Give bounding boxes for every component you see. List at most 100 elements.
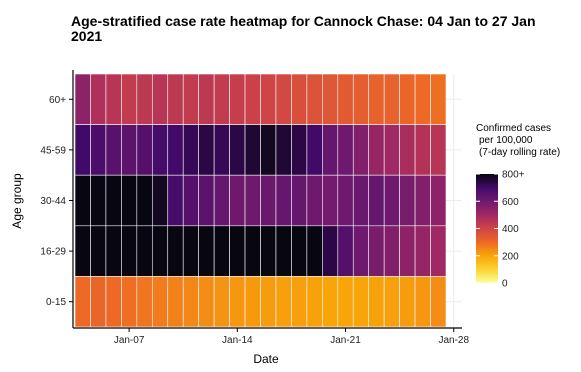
heatmap-cell bbox=[213, 276, 230, 328]
heatmap-cell bbox=[105, 124, 122, 176]
heatmap-cell bbox=[105, 225, 122, 277]
heatmap-cell bbox=[306, 73, 323, 125]
legend-tick-label: 400 bbox=[502, 224, 519, 235]
heatmap-cell bbox=[399, 73, 416, 125]
heatmap-cell bbox=[352, 73, 370, 125]
heatmap-cell bbox=[430, 73, 447, 125]
heatmap-cell bbox=[167, 174, 184, 227]
heatmap-cell bbox=[368, 73, 385, 125]
heatmap-cell bbox=[430, 174, 447, 227]
heatmap-cell bbox=[74, 124, 91, 176]
heatmap-cell bbox=[383, 73, 400, 125]
heatmap-cell bbox=[229, 124, 246, 176]
heatmap-cell bbox=[121, 276, 138, 328]
heatmap-cell bbox=[229, 276, 246, 328]
heatmap-cell bbox=[322, 225, 339, 277]
heatmap-cell bbox=[275, 225, 292, 277]
heatmap-cell bbox=[322, 124, 339, 176]
heatmap-cell bbox=[213, 225, 230, 277]
legend-tick-label: 800+ bbox=[502, 170, 525, 181]
heatmap-cell bbox=[260, 225, 277, 277]
heatmap-cell bbox=[151, 174, 169, 227]
heatmap-cell bbox=[352, 174, 370, 227]
heatmap-cell bbox=[198, 174, 215, 227]
legend-tick-label: 200 bbox=[502, 251, 519, 262]
heatmap-cell bbox=[306, 276, 323, 328]
heatmap-cell bbox=[337, 225, 354, 277]
heatmap-cell bbox=[74, 174, 91, 227]
heatmap-cell bbox=[229, 174, 246, 227]
heatmap-cell bbox=[260, 276, 277, 328]
heatmap-cell bbox=[260, 73, 277, 125]
heatmap-cell bbox=[167, 276, 184, 328]
heatmap-cell bbox=[182, 174, 199, 227]
heatmap-cell bbox=[414, 73, 431, 125]
heatmap-cell bbox=[430, 124, 447, 176]
heatmap-cell bbox=[306, 225, 323, 277]
heatmap-cell bbox=[368, 276, 385, 328]
legend-title-line: per 100,000 bbox=[479, 135, 533, 146]
heatmap-cell bbox=[275, 73, 292, 125]
heatmap-cell bbox=[90, 225, 107, 277]
heatmap-cell bbox=[244, 174, 261, 227]
y-tick-label: 0-15 bbox=[46, 297, 66, 308]
heatmap-cell bbox=[368, 225, 385, 277]
heatmap-cell bbox=[414, 225, 431, 277]
heatmap-cell bbox=[198, 73, 215, 125]
heatmap-cell bbox=[136, 174, 153, 227]
heatmap-cell bbox=[306, 174, 323, 227]
legend-tick-label: 600 bbox=[502, 197, 519, 208]
heatmap-cell bbox=[244, 124, 261, 176]
heatmap-cell bbox=[414, 276, 431, 328]
heatmap-cell bbox=[105, 174, 122, 227]
legend-color-bar bbox=[476, 174, 498, 283]
heatmap-cell bbox=[213, 73, 230, 125]
heatmap-cell bbox=[368, 174, 385, 227]
heatmap-cell bbox=[275, 174, 292, 227]
heatmap-cell bbox=[399, 124, 416, 176]
heatmap-cell bbox=[337, 124, 354, 176]
legend-title-line: (7-day rolling rate) bbox=[479, 147, 560, 158]
heatmap-cell bbox=[90, 174, 107, 227]
heatmap-cell bbox=[90, 124, 107, 176]
heatmap-cell bbox=[399, 225, 416, 277]
heatmap-cell bbox=[105, 73, 122, 125]
heatmap-cell bbox=[121, 225, 138, 277]
heatmap-cell bbox=[383, 124, 400, 176]
heatmap-cell bbox=[121, 73, 138, 125]
heatmap-cell bbox=[244, 225, 261, 277]
heatmap-cell bbox=[74, 73, 91, 125]
heatmap-cell bbox=[198, 124, 215, 176]
heatmap-cell bbox=[121, 124, 138, 176]
heatmap-cell bbox=[74, 225, 91, 277]
heatmap-cell bbox=[90, 276, 107, 328]
heatmap-cell bbox=[105, 276, 122, 328]
heatmap-cell bbox=[291, 73, 308, 125]
heatmap-cell bbox=[430, 225, 447, 277]
heatmap-cell bbox=[213, 124, 230, 176]
heatmap-cell bbox=[383, 276, 400, 328]
heatmap-cell bbox=[275, 276, 292, 328]
heatmap-cell bbox=[182, 124, 199, 176]
legend-tick-label: 0 bbox=[502, 279, 508, 290]
heatmap-cell bbox=[275, 124, 292, 176]
heatmap-cell bbox=[136, 124, 153, 176]
heatmap-cell bbox=[229, 225, 246, 277]
heatmap-cell bbox=[182, 225, 199, 277]
heatmap-cell bbox=[167, 124, 184, 176]
heatmap-cell bbox=[414, 124, 431, 176]
heatmap-cell bbox=[322, 73, 339, 125]
heatmap-cell bbox=[244, 73, 261, 125]
x-tick-label: Jan-21 bbox=[330, 335, 361, 346]
heatmap-cell bbox=[151, 225, 169, 277]
y-axis-title: Age group bbox=[10, 173, 24, 229]
heatmap-cell bbox=[337, 73, 354, 125]
heatmap-cell bbox=[151, 124, 169, 176]
chart-title: Age-stratified case rate heatmap for Can… bbox=[71, 13, 536, 44]
x-tick-label: Jan-28 bbox=[438, 335, 469, 346]
x-tick-label: Jan-07 bbox=[114, 335, 145, 346]
heatmap-cell bbox=[198, 276, 215, 328]
heatmap-cell bbox=[352, 124, 370, 176]
legend-title-line: Confirmed cases bbox=[476, 123, 551, 134]
heatmap-cell bbox=[399, 174, 416, 227]
